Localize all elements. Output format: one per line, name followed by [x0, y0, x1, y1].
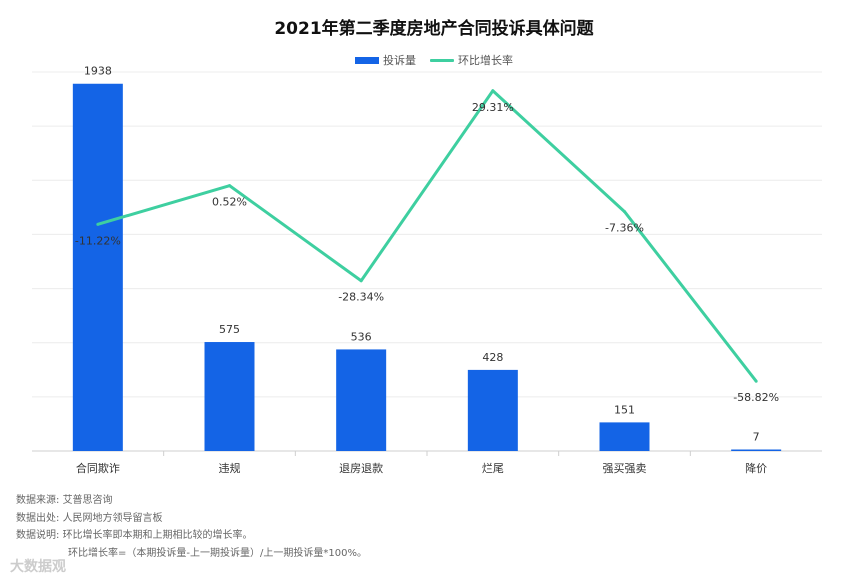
bar-value-label: 428 — [482, 351, 503, 364]
x-tick-label: 合同欺诈 — [76, 461, 120, 475]
line-value-label: -58.82% — [733, 391, 779, 404]
brand-watermark: 大数据观 — [10, 559, 66, 575]
bar-value-label: 7 — [753, 431, 760, 444]
bar[interactable] — [204, 342, 255, 451]
bar[interactable] — [599, 422, 650, 451]
line-point[interactable] — [359, 279, 363, 283]
note-origin-label: 数据出处: — [16, 512, 60, 524]
line-point[interactable] — [491, 89, 495, 93]
x-tick-label: 降价 — [745, 461, 767, 475]
line-value-label: -7.36% — [605, 222, 644, 235]
line-point[interactable] — [228, 184, 231, 188]
legend-bar-label: 投诉量 — [383, 54, 416, 67]
line-value-label: -11.22% — [75, 234, 121, 247]
x-tick-label: 烂尾 — [482, 462, 504, 475]
x-tick-label: 退房退款 — [339, 461, 383, 475]
bar[interactable] — [336, 349, 387, 451]
note-explain-label: 数据说明: — [16, 530, 60, 541]
chart-title: 2021年第二季度房地产合同投诉具体问题 — [274, 19, 594, 39]
line-point[interactable] — [754, 379, 758, 383]
note-formula: 环比增长率=（本期投诉量-上一期投诉量）/上一期投诉量*100%。 — [16, 545, 367, 563]
legend-line-label: 环比增长率 — [458, 54, 513, 67]
chart-legend: 投诉量 环比增长率 — [0, 52, 868, 68]
x-tick-label: 违规 — [219, 461, 241, 475]
note-source: 数据来源: 艾普思咨询 — [16, 492, 367, 510]
note-explain: 数据说明: 环比增长率即本期和上期相比较的增长率。 — [16, 527, 367, 545]
note-origin-value: 人民网地方领导留言板 — [62, 512, 163, 524]
note-origin: 数据出处: 人民网地方领导留言板 — [16, 510, 367, 528]
legend-item-bar[interactable]: 投诉量 — [355, 52, 416, 68]
note-source-value: 艾普思咨询 — [62, 495, 113, 506]
legend-item-line[interactable]: 环比增长率 — [430, 52, 513, 68]
chart-notes: 数据来源: 艾普思咨询 数据出处: 人民网地方领导留言板 数据说明: 环比增长率… — [16, 492, 367, 562]
legend-line-swatch — [430, 58, 454, 62]
note-explain-line1: 环比增长率即本期和上期相比较的增长率。 — [62, 530, 253, 541]
line-value-label: -28.34% — [338, 291, 384, 304]
bar[interactable] — [72, 83, 123, 452]
legend-bar-swatch — [355, 56, 379, 64]
x-tick-label: 强买强卖 — [603, 462, 647, 475]
bar-value-label: 151 — [614, 403, 635, 416]
bar-value-label: 1938 — [84, 65, 112, 78]
bar-value-label: 575 — [219, 323, 240, 336]
bar[interactable] — [731, 449, 782, 452]
line-point[interactable] — [623, 210, 626, 214]
bar-value-label: 536 — [351, 330, 372, 343]
note-source-label: 数据来源: — [16, 495, 60, 506]
line-value-label: 29.31% — [472, 101, 514, 114]
note-explain-line2: 环比增长率=（本期投诉量-上一期投诉量）/上一期投诉量*100%。 — [68, 547, 367, 559]
line-point[interactable] — [96, 222, 100, 226]
line-value-label: 0.52% — [212, 196, 247, 209]
growth-rate-line — [97, 89, 758, 383]
bar[interactable] — [467, 369, 518, 451]
